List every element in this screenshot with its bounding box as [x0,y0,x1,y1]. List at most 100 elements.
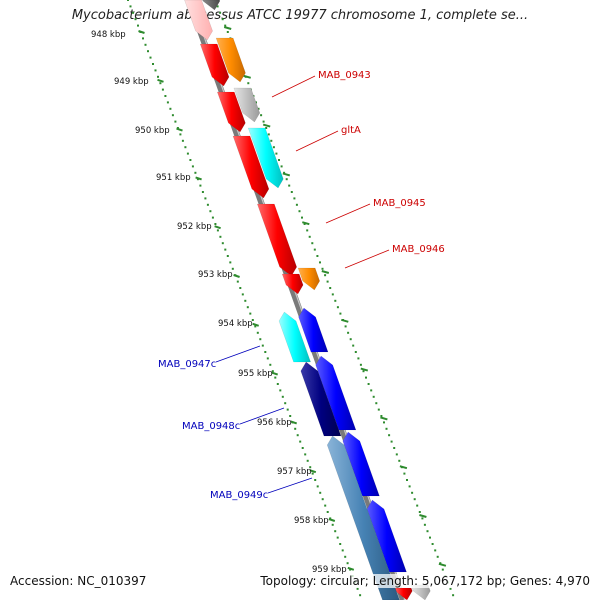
gene-label-mab-0945[interactable]: MAB_0945 [373,198,426,209]
major-tick [419,514,427,518]
minor-tick [280,165,283,168]
minor-tick [216,5,219,8]
gene-feature[interactable] [184,0,213,41]
minor-tick [408,485,411,488]
minor-tick [219,235,222,238]
major-tick [282,172,291,177]
minor-tick [194,171,197,174]
major-tick [328,518,336,522]
gene-feature[interactable] [281,273,304,295]
gene-label-mab-0948c[interactable]: MAB_0948c [182,421,240,432]
minor-tick [359,594,362,597]
minor-tick [421,517,424,520]
minor-tick [272,146,275,149]
gene-label-mab-0943[interactable]: MAB_0943 [318,70,371,81]
minor-tick [147,50,149,53]
map-stats-wrapper: Topology: circular; Length: 5,067,172 bp… [260,574,590,588]
minor-tick [321,267,324,270]
minor-tick [286,408,289,411]
minor-tick [271,370,274,373]
tick-label: 952 kbp [177,222,212,232]
gene-feature[interactable] [247,127,284,189]
minor-tick [311,472,314,475]
minor-tick [441,568,444,571]
minor-tick [179,133,182,136]
minor-tick [377,408,380,411]
gene-feature[interactable] [298,307,329,353]
minor-tick [285,178,288,181]
minor-tick [224,248,227,251]
minor-tick [251,319,254,321]
minor-tick [339,312,342,315]
minor-tick [311,242,314,245]
minor-tick [206,203,209,206]
minor-tick [341,549,344,552]
minor-tick [236,280,239,283]
tick-label: 951 kbp [156,173,191,183]
gene-label-mab-0947c[interactable]: MAB_0947c [158,359,216,370]
minor-tick [359,363,362,366]
gene-feature[interactable] [216,91,246,133]
gene-feature[interactable] [315,355,357,431]
minor-tick [436,555,439,558]
minor-tick [221,242,224,245]
minor-tick [452,594,455,597]
minor-tick [406,479,408,481]
gene-feature[interactable] [232,135,270,199]
minor-tick [362,370,365,373]
minor-tick [411,491,414,494]
minor-tick [299,440,302,443]
minor-tick [308,235,311,238]
gene-feature[interactable] [278,311,311,363]
minor-tick [241,293,244,296]
tick-label: 956 kbp [257,418,292,428]
gene-feature[interactable] [256,203,297,277]
minor-tick [164,95,167,97]
minor-tick [395,453,398,456]
gene-label-mab-0949c[interactable]: MAB_0949c [210,490,268,501]
minor-tick [127,0,129,1]
tick-labels: 948 kbp 949 kbp 950 kbp 951 kbp 952 kbp … [91,30,347,575]
minor-tick [226,255,229,257]
minor-tick [423,523,426,526]
minor-tick [324,274,327,277]
minor-tick [204,197,207,200]
minor-tick [296,434,299,437]
minor-tick [326,511,329,513]
minor-tick [257,107,260,110]
major-tick [138,30,145,34]
minor-tick [184,146,187,149]
minor-tick [331,523,334,526]
gene-label-glta[interactable]: gltA [341,125,361,136]
map-title: Mycobacterium abscessus ATCC 19977 chrom… [71,8,529,23]
minor-tick [191,165,194,168]
tick-label: 959 kbp [312,565,347,575]
minor-tick [334,530,337,533]
gene-feature[interactable] [366,499,407,573]
major-tick [438,562,447,567]
gene-feature[interactable] [326,435,400,600]
minor-tick [301,447,304,449]
minor-tick [211,216,214,219]
minor-tick [380,415,383,417]
minor-tick [426,530,429,533]
gene-label-mab-0946[interactable]: MAB_0946 [392,244,445,255]
minor-tick [354,351,357,353]
gene-feature[interactable] [297,267,320,291]
minor-tick [316,485,319,488]
minor-tick [219,11,222,14]
gene-feature[interactable] [215,37,246,83]
major-tick [214,225,221,230]
minor-tick [329,287,332,289]
gene-feature[interactable] [233,87,261,123]
minor-tick [249,312,252,315]
gene-feature[interactable] [342,431,380,497]
minor-tick [339,543,342,545]
minor-tick [259,338,262,341]
gene-feature[interactable] [199,43,230,87]
gene-feature[interactable] [202,0,221,11]
major-tick [223,26,232,30]
tick-label: 953 kbp [198,270,233,280]
minor-tick [224,24,227,27]
